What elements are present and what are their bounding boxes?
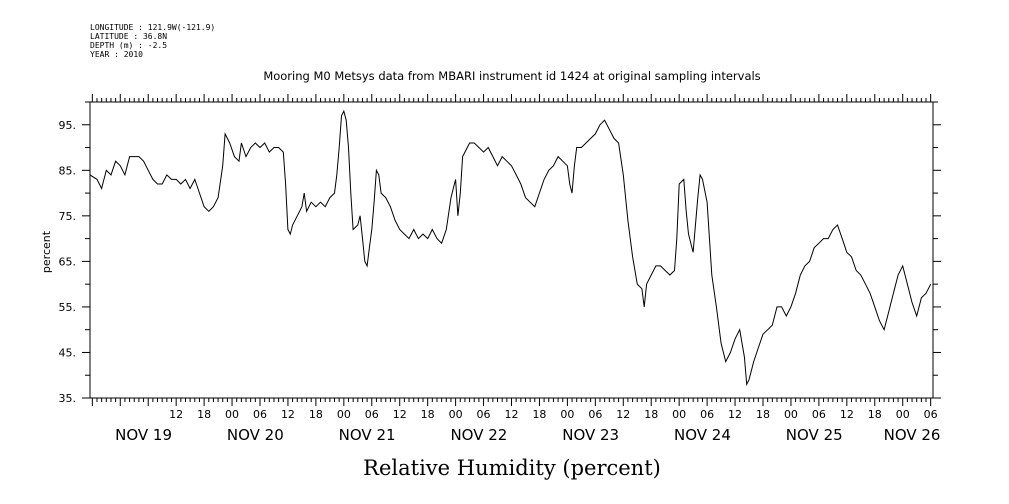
x-tick-label: 12 [505,408,519,421]
x-tick-label: 00 [560,408,574,421]
y-tick-label: 65. [59,255,77,268]
y-tick-label: 45. [59,346,77,359]
latitude-text: LATITUDE : 36.8N [90,32,167,41]
x-axis-label: Relative Humidity (percent) [363,456,661,480]
plot-frame [89,101,934,399]
x-day-label: NOV 21 [339,426,396,444]
x-tick-label: 06 [477,408,491,421]
x-tick-label: 00 [784,408,798,421]
x-tick-label: 06 [924,408,938,421]
chart-title: Mooring M0 Metsys data from MBARI instru… [263,69,760,83]
x-day-label: NOV 25 [786,426,843,444]
x-day-label: NOV 24 [674,426,731,444]
x-day-label: NOV 20 [227,426,284,444]
x-tick-label: 18 [421,408,435,421]
x-tick-label: 18 [756,408,770,421]
x-tick-label: 12 [169,408,183,421]
y-tick-label: 35. [59,392,77,405]
x-tick-label: 18 [309,408,323,421]
x-tick-label: 06 [812,408,826,421]
y-tick-label: 55. [59,301,77,314]
x-tick-label: 00 [896,408,910,421]
x-day-label: NOV 26 [884,426,941,444]
x-day-label: NOV 23 [562,426,619,444]
humidity-series-line [89,109,932,387]
x-tick-label: 06 [700,408,714,421]
year-text: YEAR : 2010 [90,50,143,59]
x-tick-label: 12 [281,408,295,421]
metadata: LONGITUDE : 121.9W(-121.9) LATITUDE : 36… [90,23,215,59]
y-tick-label: 75. [59,210,77,223]
y-tick-label: 95. [59,119,77,132]
x-tick-label: 12 [840,408,854,421]
longitude-text: LONGITUDE : 121.9W(-121.9) [90,23,215,32]
depth-text: DEPTH (m) : -2.5 [90,41,167,50]
x-tick-label: 12 [728,408,742,421]
y-axis-label: percent [40,230,53,273]
x-day-label: NOV 22 [450,426,507,444]
x-tick-label: 18 [868,408,882,421]
x-tick-label: 18 [532,408,546,421]
y-tick-label: 85. [59,164,77,177]
x-day-label: NOV 19 [115,426,172,444]
x-tick-label: 00 [449,408,463,421]
x-tick-label: 00 [672,408,686,421]
x-tick-label: 06 [365,408,379,421]
x-tick-label: 00 [225,408,239,421]
x-tick-label: 12 [616,408,630,421]
x-tick-label: 18 [197,408,211,421]
x-tick-label: 12 [393,408,407,421]
x-tick-label: 06 [253,408,267,421]
axes: 12 18 00 06 12 18 00 06 12 18 00 06 12 18 00 06 12 18 00 06… [59,94,941,444]
x-tick-label: 00 [337,408,351,421]
x-tick-label: 18 [644,408,658,421]
x-tick-label: 06 [588,408,602,421]
